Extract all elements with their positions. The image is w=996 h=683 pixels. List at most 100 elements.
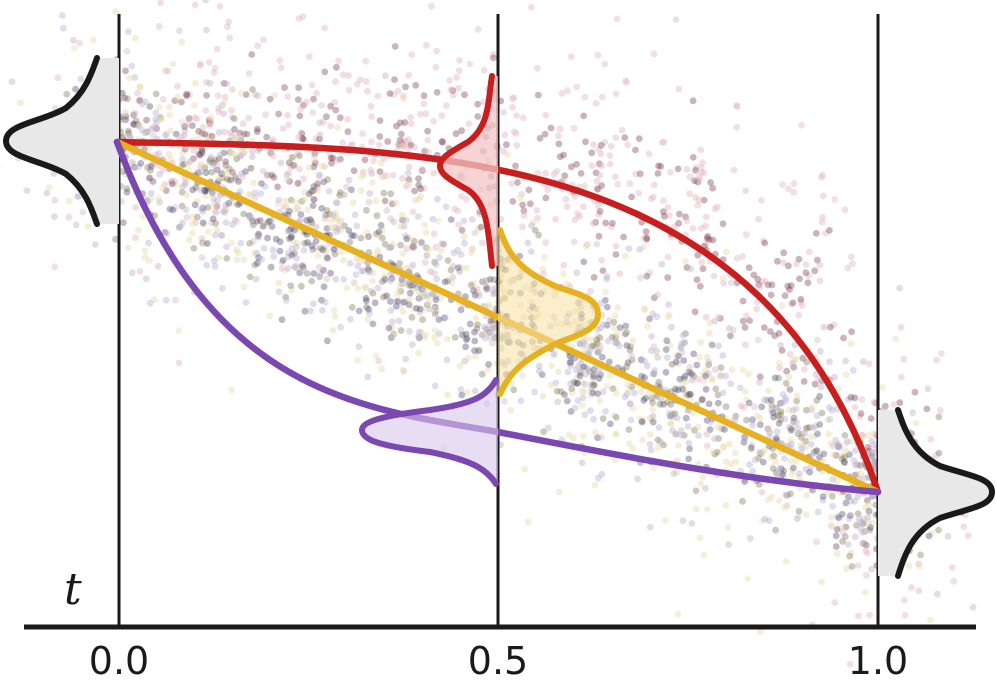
sample-point: [582, 242, 590, 250]
sample-point: [468, 216, 476, 223]
sample-point: [310, 183, 318, 190]
sample-point: [284, 253, 292, 261]
sample-point: [542, 170, 549, 177]
sample-point: [442, 203, 450, 211]
sample-point: [265, 217, 273, 225]
sample-point: [195, 127, 203, 135]
sample-point: [320, 178, 328, 186]
sample-point: [402, 138, 410, 146]
sample-point: [213, 226, 221, 234]
sample-point: [430, 230, 438, 238]
sample-point: [356, 76, 364, 83]
sample-point: [937, 350, 945, 357]
sample-point: [399, 250, 407, 258]
tick-label-0: 0.0: [89, 639, 149, 683]
sample-point: [365, 233, 372, 241]
sample-point: [714, 399, 722, 407]
sample-point: [402, 83, 409, 91]
sample-point: [300, 264, 307, 271]
sample-point: [402, 264, 410, 271]
middle-path-line: [113, 138, 882, 496]
sample-point: [691, 308, 699, 316]
sample-point: [635, 135, 643, 143]
sample-point: [284, 111, 291, 119]
sample-point: [348, 232, 355, 239]
sample-point: [321, 68, 329, 76]
sample-point: [174, 82, 181, 90]
top-path-density-curve: [436, 73, 495, 269]
sample-point: [715, 342, 723, 350]
sample-point: [237, 239, 245, 247]
sample-point: [603, 303, 611, 311]
sample-point: [925, 532, 933, 540]
sample-point: [599, 415, 607, 423]
sample-point: [863, 571, 870, 579]
sample-point: [398, 275, 406, 283]
sample-point: [686, 394, 694, 401]
sample-point: [911, 388, 919, 396]
sample-point: [857, 524, 864, 532]
sample-point: [686, 190, 693, 198]
sample-point: [851, 533, 859, 541]
sample-point: [564, 280, 571, 288]
sample-point: [219, 285, 226, 292]
sample-point: [574, 397, 582, 404]
sample-point: [223, 255, 231, 262]
sample-point: [175, 359, 183, 367]
sample-point: [415, 333, 422, 340]
sample-point: [237, 152, 245, 160]
source-marginal-density: [6, 58, 119, 224]
sample-point: [691, 426, 698, 434]
sample-point: [764, 496, 772, 504]
sample-point: [610, 318, 618, 326]
sample-point: [833, 477, 841, 485]
sample-point: [795, 507, 803, 515]
sample-point: [716, 314, 724, 322]
sample-point: [296, 152, 303, 160]
sample-point: [595, 232, 603, 240]
sample-point: [63, 90, 71, 98]
sample-point: [380, 189, 388, 197]
sample-point: [573, 83, 581, 91]
sample-point: [255, 147, 262, 155]
sample-point: [702, 313, 710, 321]
sample-point: [846, 552, 854, 560]
sample-point: [159, 95, 167, 103]
sample-point: [629, 404, 637, 412]
sample-point: [616, 270, 624, 278]
sample-point: [810, 448, 818, 456]
sample-point: [269, 246, 277, 254]
sample-point: [121, 108, 129, 116]
sample-point: [793, 260, 800, 268]
sample-point: [231, 134, 239, 142]
sample-point: [258, 255, 265, 263]
sample-point: [390, 330, 398, 338]
sample-point: [813, 412, 821, 420]
sample-point: [692, 193, 699, 201]
sample-point: [474, 321, 481, 328]
sample-point: [388, 275, 396, 282]
sample-point: [755, 215, 762, 223]
sample-point: [311, 150, 319, 158]
sample-point: [590, 415, 597, 423]
sample-point: [125, 130, 133, 138]
sample-point: [591, 428, 599, 436]
sample-point: [603, 275, 611, 283]
sample-point: [340, 191, 347, 199]
sample-point: [362, 78, 370, 85]
sample-point: [582, 138, 589, 146]
sample-point: [192, 184, 200, 191]
sample-point: [552, 215, 559, 223]
sample-point: [686, 390, 693, 398]
sample-point: [366, 190, 374, 197]
sample-point: [417, 192, 425, 200]
sample-point: [305, 190, 313, 198]
sample-point: [149, 178, 157, 185]
sample-point: [400, 142, 408, 150]
sample-point: [291, 249, 298, 257]
sample-point: [222, 205, 230, 213]
sample-point: [418, 165, 426, 173]
sample-point: [317, 244, 325, 252]
sample-point: [181, 145, 189, 153]
sample-point: [415, 175, 422, 183]
